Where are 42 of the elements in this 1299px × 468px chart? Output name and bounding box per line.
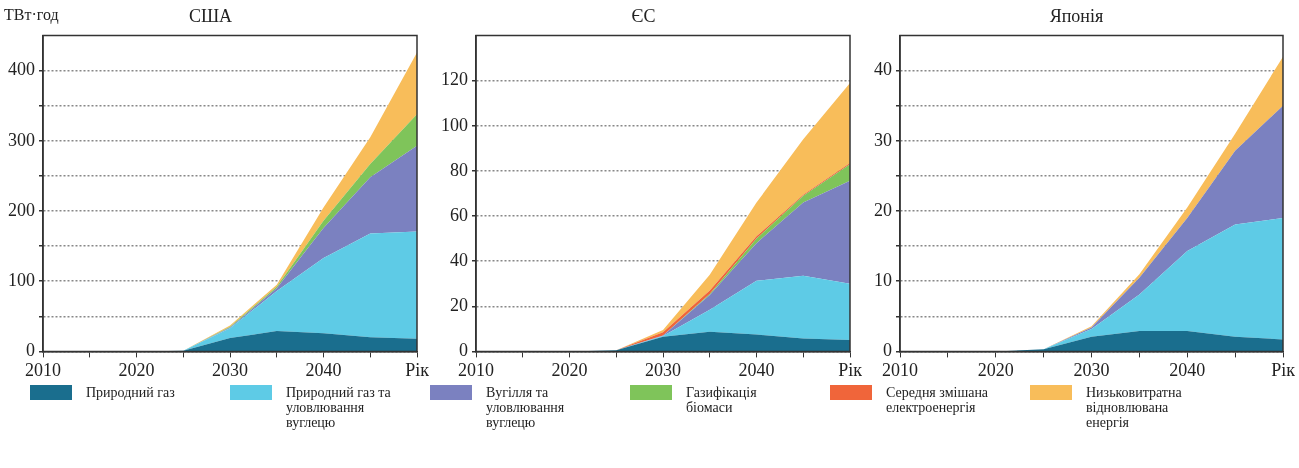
y-tick-label: 400 [8,59,35,80]
x-tick-label: Рік [405,359,430,380]
y-tick-label: 100 [8,269,35,290]
x-tick-label: 2040 [1169,359,1206,380]
chart-title: Японія [1049,5,1104,26]
x-tick-label: 2020 [551,359,588,380]
x-tick-label: Рік [1271,359,1296,380]
legend-label: Середня змішана електроенергія [886,385,990,415]
x-tick-label: 2040 [738,359,775,380]
legend-label: Вугілля та уловлювання вуглецю [486,385,566,430]
y-axis-title: ТВт·год [4,6,59,25]
y-tick-label: 10 [874,269,892,290]
y-tick-label: 100 [441,114,468,135]
y-tick-label: 30 [874,129,892,150]
y-tick-label: 300 [8,129,35,150]
x-tick-label: Рік [838,359,863,380]
y-tick-label: 80 [450,159,468,180]
y-tick-label: 40 [450,249,468,270]
x-tick-label: 2020 [977,359,1014,380]
legend-label: Природний газ [86,385,176,400]
y-tick-label: 20 [874,199,892,220]
y-tick-label: 0 [459,340,468,361]
y-tick-label: 60 [450,204,468,225]
y-tick-label: 200 [8,199,35,220]
y-tick-label: 0 [26,340,35,361]
x-tick-label: 2030 [645,359,681,380]
y-tick-label: 40 [874,59,892,80]
chart-title: ЄС [631,5,656,26]
x-tick-label: 2010 [25,359,61,380]
legend-label: Природний газ та уловлювання вуглецю [286,385,392,430]
x-tick-label: 2030 [1073,359,1110,380]
legend-label: Низьковитратна відновлювана енергія [1086,385,1183,430]
legend-label: Газифікація біомаси [686,385,758,415]
x-tick-label: 2020 [118,359,155,380]
x-tick-label: 2040 [305,359,342,380]
y-tick-label: 20 [450,295,468,316]
y-tick-label: 0 [883,340,892,361]
x-tick-label: 2010 [458,359,494,380]
x-tick-label: 2030 [212,359,248,380]
x-tick-label: 2010 [882,359,918,380]
chart-title: США [188,5,233,26]
y-tick-label: 120 [441,69,468,90]
